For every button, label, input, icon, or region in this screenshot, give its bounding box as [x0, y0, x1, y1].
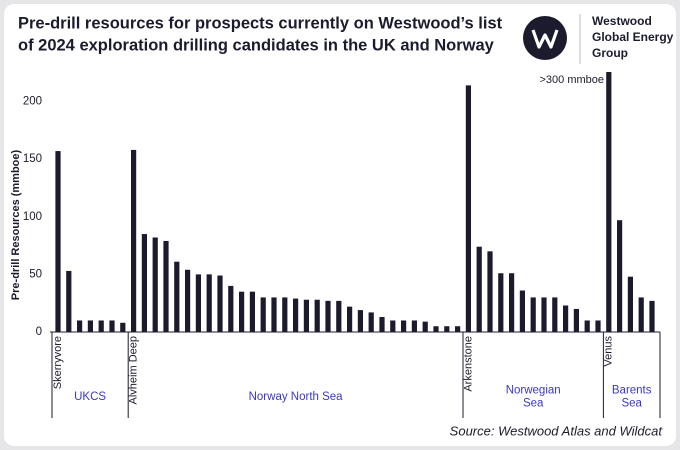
y-axis-label: Pre-drill Resources (mmboe) — [10, 149, 22, 300]
panel — [4, 4, 676, 446]
y-tick-label: 150 — [23, 153, 42, 165]
bar — [336, 300, 342, 332]
plot-area — [55, 72, 655, 333]
bar — [303, 299, 309, 332]
bar — [519, 290, 525, 332]
bar — [239, 291, 245, 332]
chart-title: Pre-drill resources for prospects curren… — [18, 14, 503, 32]
logo-text: Westwood — [592, 14, 652, 28]
bar — [617, 220, 623, 332]
group-label: Norwegian — [506, 385, 561, 397]
bar — [401, 320, 407, 332]
bar — [293, 298, 299, 332]
bar — [260, 297, 266, 332]
bar — [217, 275, 223, 332]
bar — [206, 274, 212, 332]
logo-text: Global Energy — [592, 30, 674, 44]
bar — [606, 72, 612, 332]
bar — [87, 320, 93, 332]
source: Source: Westwood Atlas and Wildcat — [450, 423, 664, 438]
bar — [152, 237, 158, 332]
y-tick-label: 0 — [36, 326, 42, 338]
group-label: Norway North Sea — [249, 391, 344, 403]
bar — [509, 273, 515, 332]
group-label: UKCS — [74, 391, 106, 403]
bar — [563, 305, 569, 332]
bar — [498, 273, 504, 332]
bar — [530, 297, 536, 332]
bar — [325, 300, 331, 332]
bar — [141, 234, 147, 332]
group-label: Barents — [612, 385, 652, 397]
category-label: Alvheim Deep — [128, 336, 140, 404]
group-label: Sea — [523, 398, 544, 410]
y-tick-label: 100 — [23, 211, 42, 223]
bar — [552, 297, 558, 332]
category-label: Skerryvore — [52, 336, 64, 389]
bar — [66, 270, 72, 332]
bar — [357, 310, 363, 332]
bar — [390, 320, 396, 332]
group-label: Sea — [621, 398, 642, 410]
bar — [465, 85, 471, 333]
bar — [131, 149, 137, 332]
bar — [487, 251, 493, 332]
bar — [77, 320, 83, 332]
bar — [109, 320, 115, 332]
bar — [368, 312, 374, 332]
bar — [584, 320, 590, 332]
y-tick-label: 50 — [29, 268, 42, 280]
logo-w — [531, 29, 559, 49]
bar — [411, 320, 417, 332]
bar — [444, 326, 450, 332]
bar — [120, 322, 126, 332]
bar — [595, 320, 601, 332]
bar — [347, 306, 353, 332]
bar — [455, 326, 461, 332]
bar — [98, 320, 104, 332]
bar — [638, 297, 644, 332]
annotation: >300 mmboe — [539, 74, 604, 86]
bar — [228, 285, 234, 332]
bar — [422, 321, 428, 332]
bar — [163, 240, 169, 332]
category-label: Venus — [603, 336, 615, 367]
bar — [282, 297, 288, 332]
bar — [476, 246, 482, 332]
bar — [433, 326, 439, 332]
bar — [314, 299, 320, 332]
bar — [195, 274, 201, 332]
bar — [379, 317, 385, 332]
bar — [55, 151, 61, 332]
bar — [271, 297, 277, 332]
bar — [185, 269, 191, 332]
bar — [249, 291, 255, 332]
y-tick-label: 200 — [23, 96, 42, 108]
category-label: Arkenstone — [462, 336, 474, 392]
bar — [541, 297, 547, 332]
chart-title: of 2024 exploration drilling candidates … — [18, 36, 495, 54]
bar — [174, 261, 180, 332]
bar — [627, 276, 633, 332]
logo-text: Group — [592, 46, 628, 60]
bar — [649, 300, 655, 332]
bar — [573, 308, 579, 332]
